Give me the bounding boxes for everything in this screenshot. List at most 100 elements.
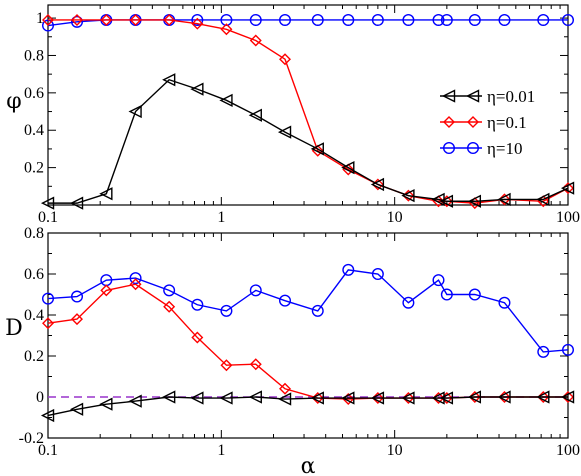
data-point-triangle: [536, 192, 550, 207]
data-point-circle: [311, 304, 324, 317]
data-point-triangle: [560, 390, 575, 404]
series-eta-10: [42, 13, 575, 32]
data-point-circle: [279, 13, 292, 26]
legend-marker-diamond: [467, 116, 479, 128]
y-tick-label: 0.2: [24, 160, 44, 177]
legend-marker-circle: [467, 141, 480, 154]
legend-entry: η=0.01: [440, 87, 535, 106]
y-tick-label: -0.2: [19, 430, 44, 447]
legend-label: η=0.1: [487, 113, 527, 132]
data-point-circle: [432, 13, 445, 26]
data-point-triangle: [162, 390, 176, 404]
data-point-circle: [42, 292, 55, 305]
panel-phi: 0.1 1 10 100 0.2 0.4 0.6 0.8 1 φ η=0.01 η=0.1 η=10: [6, 4, 580, 226]
y-tick-label: 0: [36, 389, 44, 406]
data-point-triangle: [341, 391, 355, 405]
legend: η=0.01 η=0.1 η=10: [440, 87, 535, 158]
data-point-triangle: [128, 104, 142, 119]
series-line: [47, 269, 569, 353]
data-point-circle: [498, 296, 511, 309]
data-point-circle: [311, 13, 324, 26]
x-tick-label: 1: [217, 442, 225, 459]
series-group: [40, 263, 575, 423]
series-eta-10: [42, 263, 575, 358]
data-point-triangle: [190, 391, 204, 405]
plot-frame: [47, 4, 569, 206]
data-point-triangle: [497, 390, 511, 404]
data-point-triangle: [439, 194, 454, 208]
data-point-circle: [468, 13, 481, 26]
data-point-diamond: [279, 53, 291, 66]
data-point-diamond: [71, 313, 83, 326]
data-point-circle: [537, 345, 550, 358]
series-line: [48, 19, 569, 204]
legend-marker-triangle: [441, 89, 456, 103]
data-point-circle: [440, 288, 453, 301]
data-point-diamond: [129, 13, 142, 26]
series-eta-0-01: [40, 73, 575, 210]
series-line: [47, 19, 568, 27]
series-eta-0-01: [40, 390, 575, 423]
data-point-triangle: [277, 125, 292, 139]
series-line: [48, 78, 569, 204]
legend-entry: η=10: [440, 139, 522, 158]
plot-frame: [47, 232, 569, 439]
tick-labels: 0.1 1 10 100 0.2 0.4 0.6 0.8 1: [24, 10, 580, 226]
data-point-triangle: [40, 196, 55, 210]
data-point-circle: [191, 298, 204, 311]
data-point-triangle: [341, 160, 355, 175]
data-point-triangle: [560, 181, 575, 195]
data-point-triangle: [69, 196, 84, 210]
data-point-triangle: [277, 392, 292, 406]
data-point-triangle: [370, 177, 385, 192]
data-point-diamond: [71, 13, 83, 26]
data-point-diamond: [342, 163, 355, 176]
data-point-triangle: [40, 408, 55, 423]
data-point-diamond: [42, 317, 54, 330]
data-point-circle: [562, 343, 575, 356]
data-point-triangle: [431, 391, 445, 405]
data-point-diamond: [129, 278, 142, 291]
data-point-triangle: [128, 394, 142, 408]
data-point-circle: [249, 284, 262, 297]
data-point-circle: [279, 294, 292, 307]
y-tick-label: 0.6: [24, 85, 44, 102]
y-tick-label: 0.2: [24, 348, 44, 365]
series-eta-0-1: [42, 278, 574, 406]
y-tick-label: 1: [36, 10, 44, 27]
data-point-circle: [71, 15, 84, 28]
series-line: [47, 396, 568, 417]
data-point-circle: [468, 288, 481, 301]
y-tick-label: 0.6: [24, 266, 44, 283]
data-point-circle: [537, 13, 550, 26]
data-point-diamond: [311, 144, 324, 157]
data-point-diamond: [163, 13, 176, 26]
data-point-circle: [129, 272, 142, 285]
data-point-circle: [371, 268, 384, 281]
data-point-circle: [402, 296, 415, 309]
data-point-circle: [249, 13, 262, 26]
data-point-circle: [191, 13, 204, 26]
data-point-circle: [402, 13, 415, 26]
data-point-triangle: [310, 142, 324, 156]
data-point-triangle: [439, 391, 454, 405]
data-point-diamond: [100, 13, 113, 26]
series-group: [40, 13, 575, 210]
x-tick-label: 0.1: [38, 209, 58, 226]
data-point-triangle: [219, 391, 233, 405]
data-point-triangle: [401, 189, 415, 203]
tick-labels: 0.1 1 10 100 -0.2 0 0.2 0.4 0.6 0.8: [19, 225, 580, 459]
y-axis-title: φ: [6, 89, 21, 114]
legend-marker-triangle: [465, 89, 480, 103]
data-point-circle: [440, 13, 453, 26]
data-point-triangle: [99, 187, 113, 201]
data-point-diamond: [249, 34, 262, 47]
legend-label: η=0.01: [487, 87, 535, 106]
x-tick-label: 100: [556, 442, 580, 459]
legend-marker-diamond: [443, 116, 455, 128]
data-point-circle: [498, 13, 511, 26]
data-point-triangle: [190, 82, 204, 96]
x-axis-title: α: [301, 454, 316, 476]
data-point-diamond: [279, 382, 291, 395]
data-point-diamond: [42, 13, 54, 26]
